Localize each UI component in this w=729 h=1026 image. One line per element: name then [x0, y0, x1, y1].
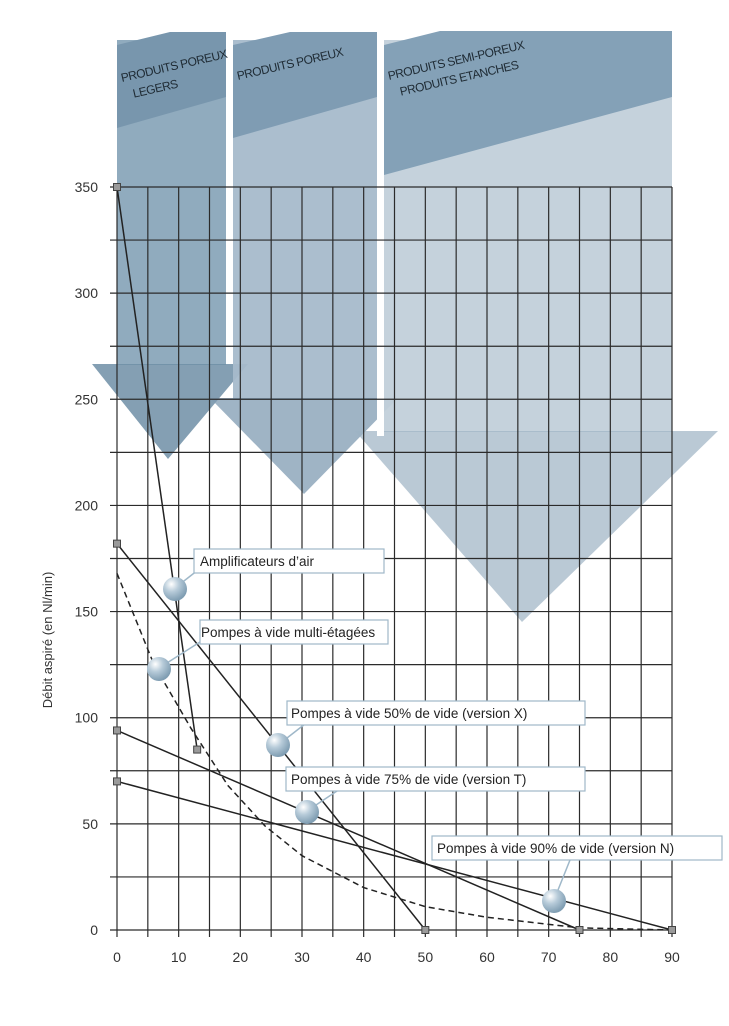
series-line	[116, 573, 673, 931]
bubble-icon	[163, 577, 187, 601]
series-line	[116, 186, 198, 750]
y-tick-label: 50	[82, 816, 98, 832]
callout-multi-etagees: Pompes à vide multi-étagées	[147, 619, 389, 681]
svg-text:Pompes à vide multi-étagées: Pompes à vide multi-étagées	[201, 625, 375, 640]
series-line	[116, 780, 673, 931]
bubble-icon	[295, 800, 319, 824]
bubble-icon	[542, 889, 566, 913]
bubble-icon	[147, 657, 171, 681]
y-tick-label: 250	[75, 391, 99, 407]
endpoint-marker-icon	[575, 926, 584, 934]
bubble-icon	[266, 733, 290, 757]
x-tick-label: 90	[664, 949, 680, 965]
band-porous-light	[92, 32, 248, 459]
endpoint-marker-icon	[113, 183, 121, 191]
x-axis: 0 10 20 30 40 50 60 70 80 90	[113, 949, 680, 965]
x-tick-label: 70	[541, 949, 557, 965]
x-tick-label: 20	[233, 949, 249, 965]
endpoint-marker-icon	[421, 926, 430, 934]
endpoint-marker-icon	[113, 539, 121, 548]
x-tick-label: 30	[294, 949, 310, 965]
x-tick-label: 60	[479, 949, 495, 965]
markers	[113, 183, 676, 934]
endpoint-marker-icon	[113, 777, 121, 786]
y-axis: 0 50 100 150 200 250 300 350	[75, 179, 99, 938]
svg-text:Pompes à vide 50% de vide (ver: Pompes à vide 50% de vide (version X)	[291, 706, 527, 721]
band-semi-porous	[355, 31, 718, 622]
series-line	[116, 729, 580, 931]
svg-text:Pompes à vide 75% de vide (ver: Pompes à vide 75% de vide (version T)	[291, 772, 526, 787]
band-porous	[210, 32, 398, 494]
svg-text:Pompes à vide 90% de vide (ver: Pompes à vide 90% de vide (version N)	[437, 841, 674, 856]
svg-text:Amplificateurs d’air: Amplificateurs d’air	[200, 554, 315, 569]
endpoint-marker-icon	[193, 745, 202, 754]
x-tick-label: 40	[356, 949, 372, 965]
callout-version-n: Pompes à vide 90% de vide (version N)	[431, 835, 723, 913]
y-tick-label: 200	[75, 497, 99, 513]
y-axis-title: Débit aspiré (en Nl/min)	[40, 572, 55, 709]
endpoint-marker-icon	[668, 926, 676, 934]
callout-version-x: Pompes à vide 50% de vide (version X)	[266, 700, 586, 757]
x-tick-label: 10	[171, 949, 187, 965]
x-tick-label: 50	[418, 949, 434, 965]
y-tick-label: 0	[90, 922, 98, 938]
callout-version-t: Pompes à vide 75% de vide (version T)	[285, 766, 586, 824]
y-tick-label: 300	[75, 285, 99, 301]
y-tick-label: 150	[75, 604, 99, 620]
series-group	[116, 186, 673, 931]
x-tick-label: 0	[113, 949, 121, 965]
x-tick-label: 80	[603, 949, 619, 965]
y-tick-label: 100	[75, 710, 99, 726]
callout-amplificateurs: Amplificateurs d’air	[163, 548, 385, 601]
endpoint-marker-icon	[113, 726, 121, 735]
y-tick-label: 350	[75, 179, 99, 195]
